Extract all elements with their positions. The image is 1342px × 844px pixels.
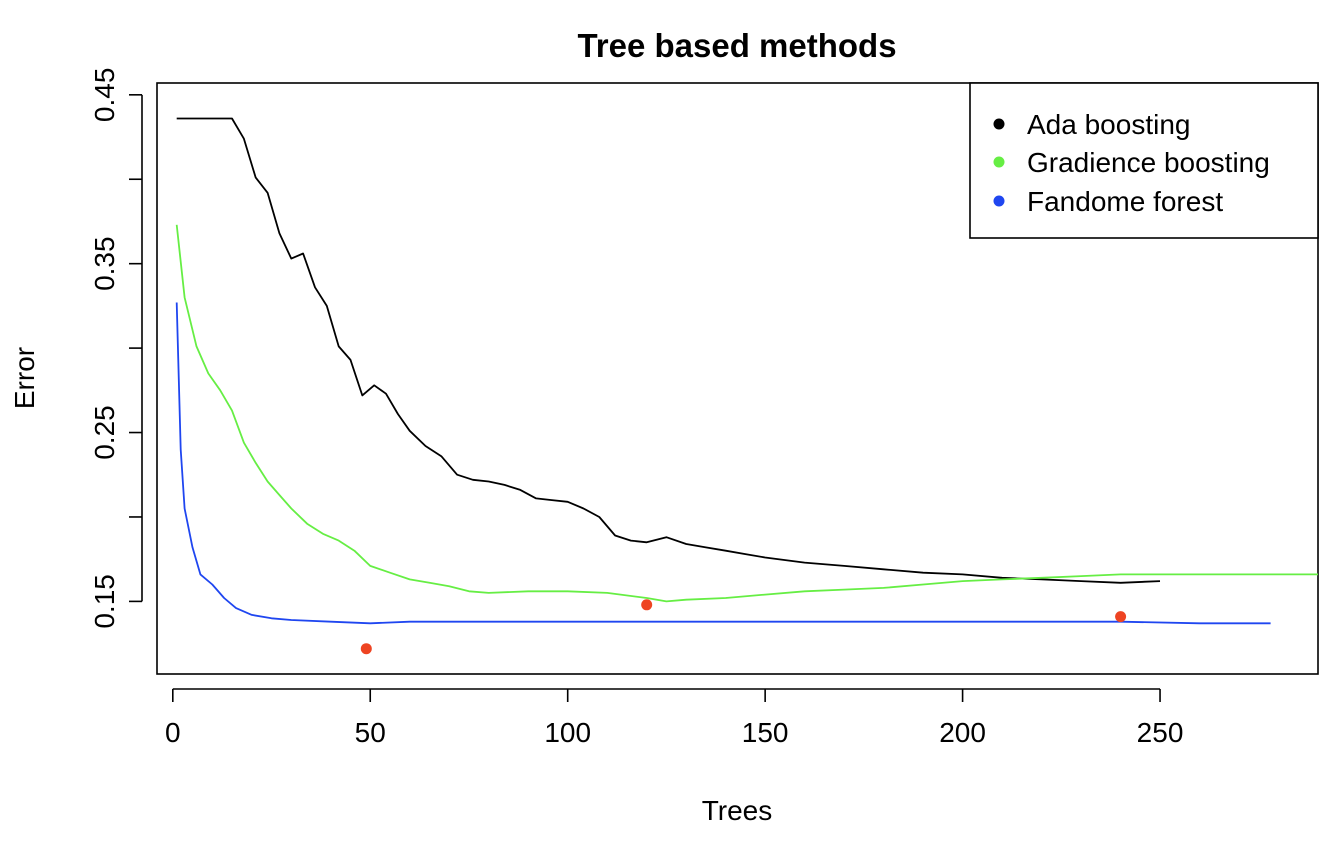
x-axis-label: Trees	[702, 795, 773, 826]
x-tick-label: 50	[355, 717, 386, 748]
y-tick-label: 0.45	[89, 68, 120, 123]
series-line-gradience-boosting	[175, 224, 1318, 603]
legend: Ada boosting Gradience boosting Fandome …	[969, 82, 1319, 239]
minimum-points	[360, 599, 1127, 655]
legend-label-fandome-forest: Fandome forest	[1027, 186, 1223, 217]
minimum-point	[360, 643, 372, 655]
y-axis-label: Error	[9, 347, 40, 409]
x-tick-label: 0	[165, 717, 181, 748]
legend-box	[969, 82, 1319, 239]
legend-marker-ada-boosting	[993, 118, 1005, 130]
y-tick-label: 0.25	[89, 405, 120, 460]
legend-marker-gradience-boosting	[993, 156, 1005, 168]
chart-title: Tree based methods	[577, 27, 896, 64]
series-line-fandome-forest	[175, 302, 1271, 625]
legend-label-gradience-boosting: Gradience boosting	[1027, 147, 1270, 178]
legend-label-ada-boosting: Ada boosting	[1027, 109, 1190, 140]
minimum-point	[641, 599, 653, 611]
x-tick-label: 100	[544, 717, 591, 748]
y-tick-label: 0.15	[89, 574, 120, 629]
legend-marker-fandome-forest	[993, 195, 1005, 207]
y-axis: 0.15 0.25 0.35 0.45	[89, 68, 143, 629]
y-tick-label: 0.35	[89, 236, 120, 291]
x-tick-label: 250	[1137, 717, 1184, 748]
x-tick-label: 150	[742, 717, 789, 748]
minimum-point	[1115, 611, 1127, 623]
x-axis: 0 50 100 150 200 250	[165, 688, 1184, 748]
series-line-ada-boosting	[176, 117, 1161, 584]
x-tick-label: 200	[939, 717, 986, 748]
plot-frame	[156, 82, 1319, 675]
series-layer	[175, 117, 1318, 625]
